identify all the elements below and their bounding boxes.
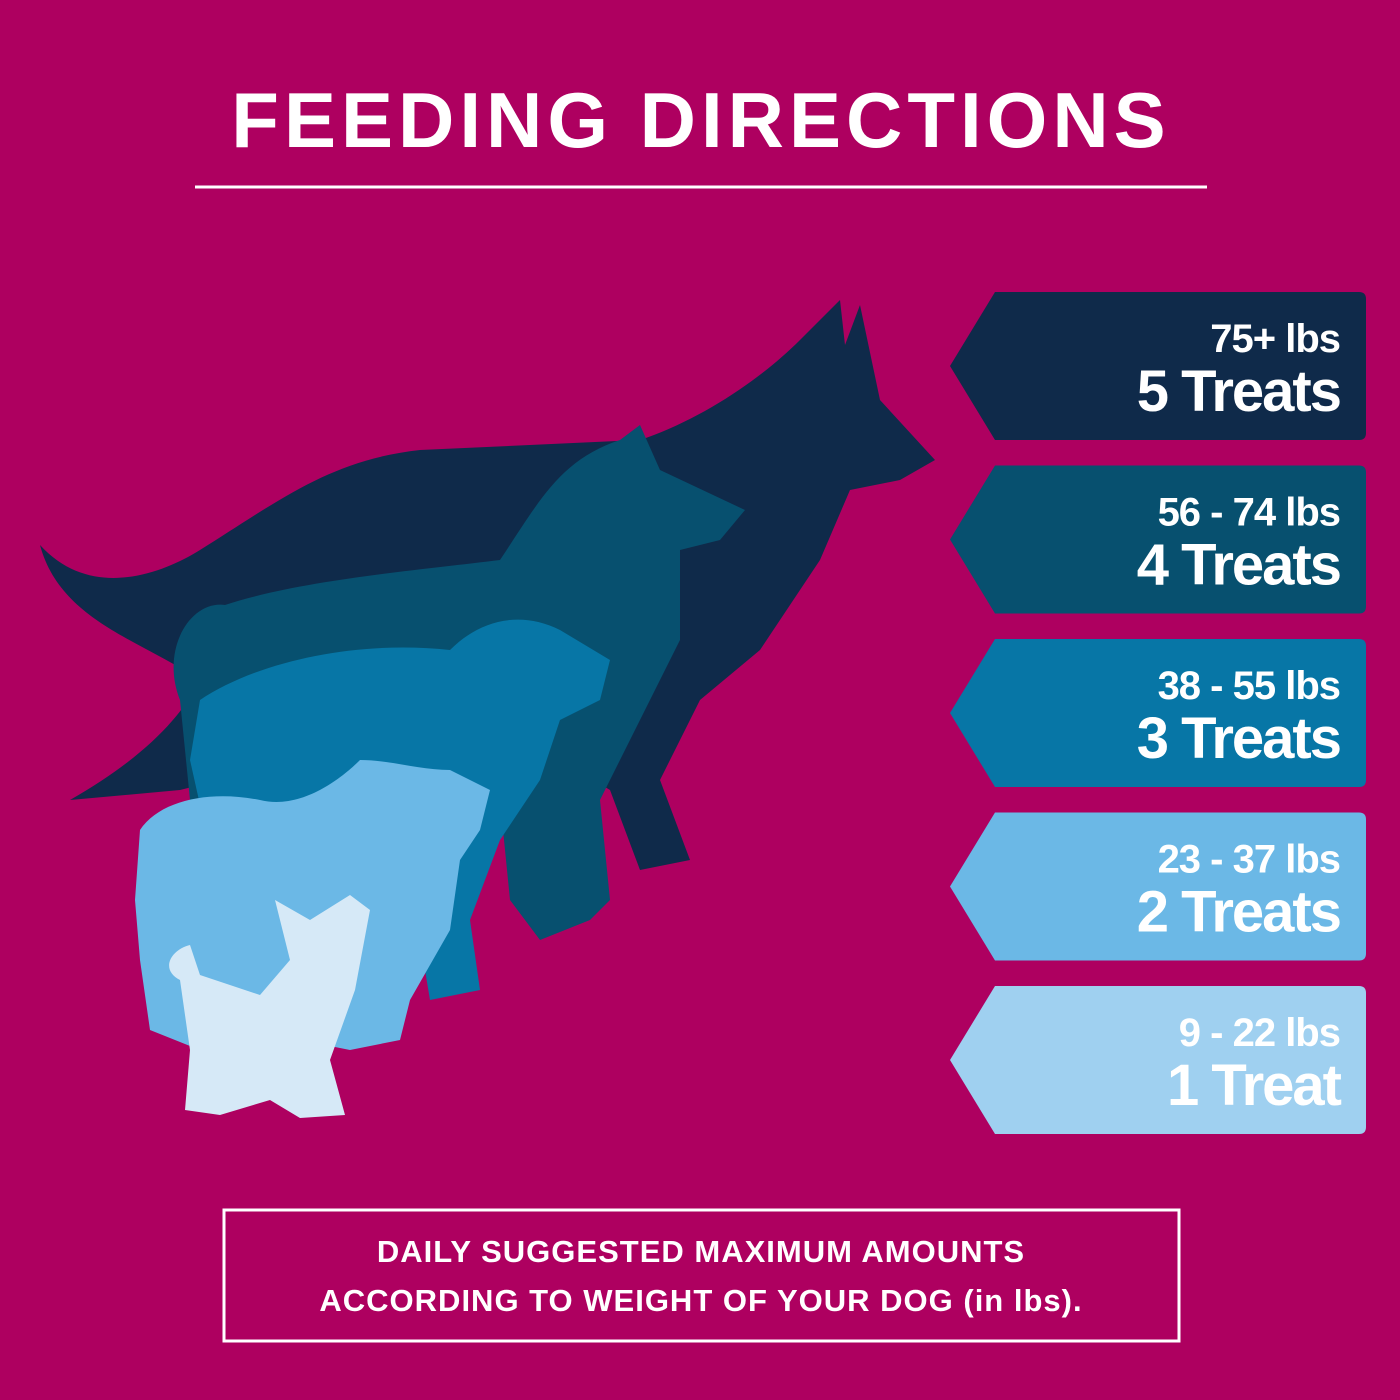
tier-weight: 38 - 55 lbs [1158, 664, 1340, 708]
tier-shape [950, 812, 1366, 961]
tier-weight: 56 - 74 lbs [1158, 491, 1340, 535]
tier-weight: 23 - 37 lbs [1158, 838, 1340, 882]
note-line: ACCORDING TO WEIGHT OF YOUR DOG (in lbs)… [319, 1283, 1082, 1318]
fluffy-dog-silhouette [135, 760, 490, 1050]
note-box [222, 1208, 1181, 1343]
tier-weight: 75+ lbs [1210, 317, 1340, 361]
tier-amount: 3 Treats [1137, 706, 1340, 771]
dog-silhouettes [40, 300, 935, 1118]
tier-amount: 2 Treats [1137, 880, 1340, 945]
tier-amount: 1 Treat [1167, 1053, 1342, 1118]
note-line: DAILY SUGGESTED MAXIMUM AMOUNTS [377, 1234, 1025, 1269]
tier-amount: 5 Treats [1137, 359, 1340, 424]
tier-shape [950, 639, 1366, 787]
tier-shape [950, 292, 1366, 440]
tier-weight: 9 - 22 lbs [1179, 1011, 1340, 1055]
tier-shape [950, 986, 1366, 1134]
title: FEEDING DIRECTIONS [231, 76, 1170, 164]
tier-amount: 4 Treats [1137, 533, 1340, 598]
yorkie-silhouette [169, 895, 370, 1118]
tier-shape [950, 465, 1366, 614]
